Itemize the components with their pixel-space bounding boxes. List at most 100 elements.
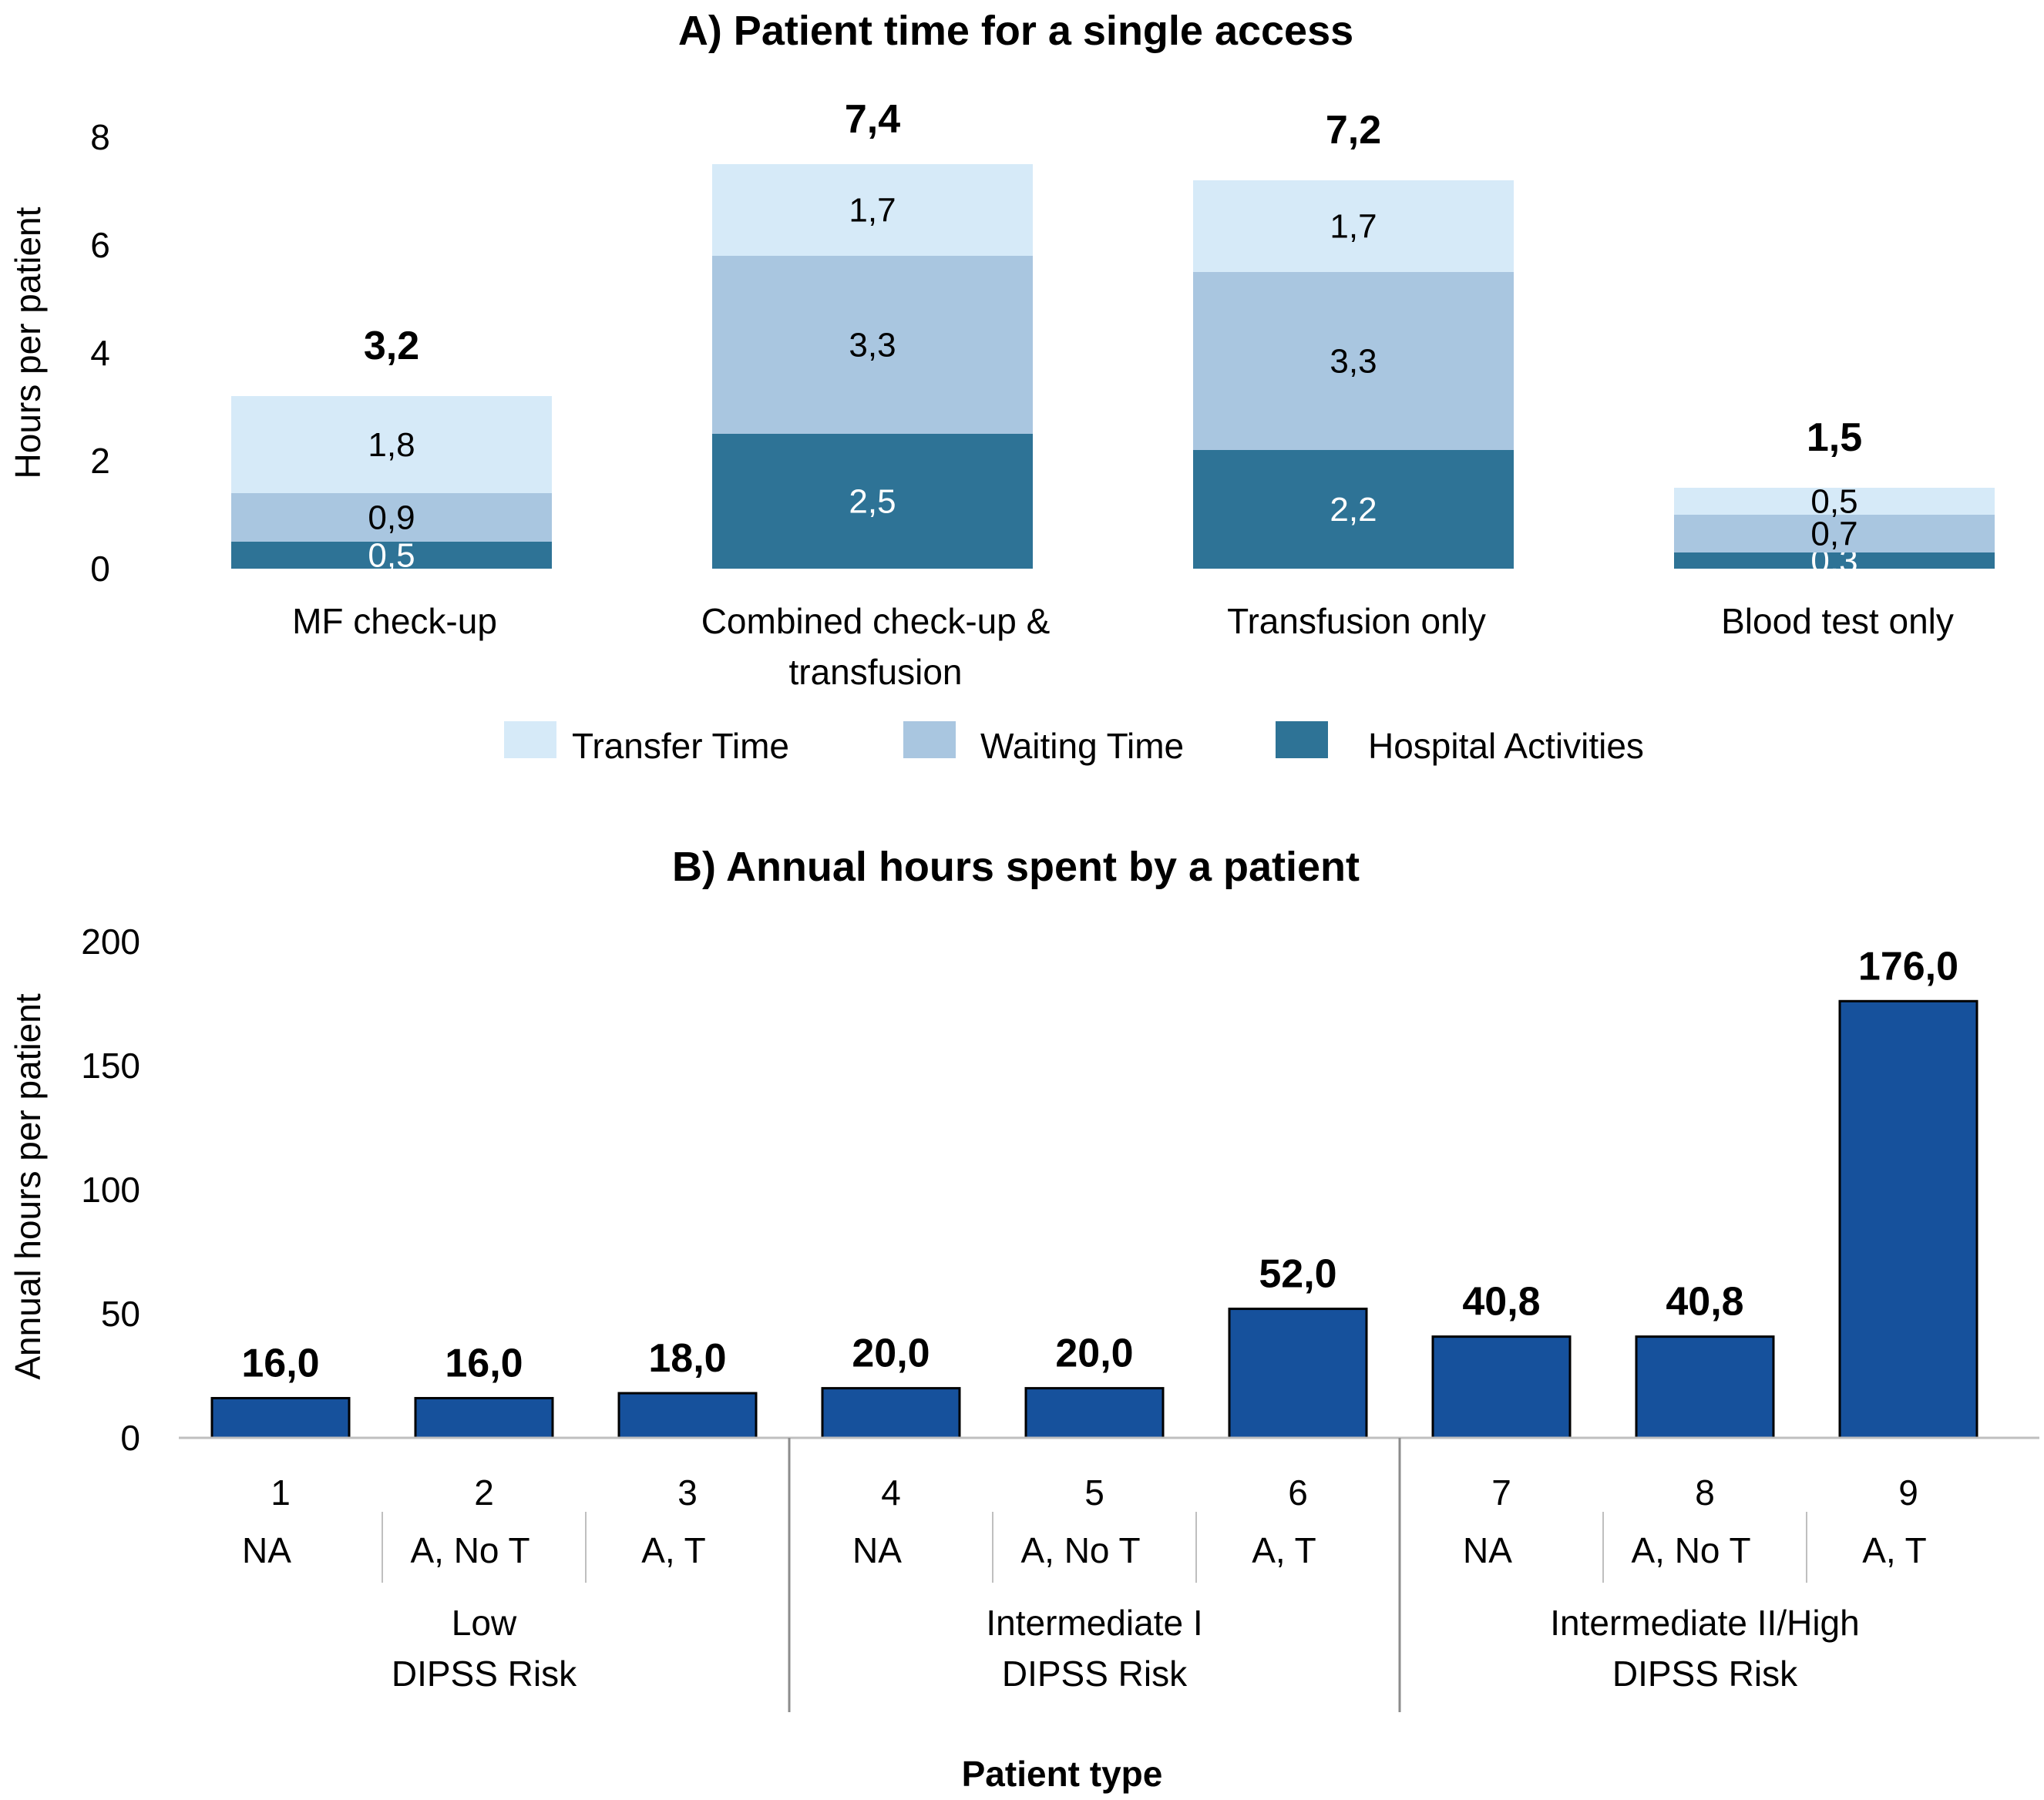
patient-subcategory-label: A, No T — [1631, 1530, 1750, 1570]
bar-value-label: 20,0 — [852, 1332, 930, 1376]
legend-label: Waiting Time — [980, 726, 1184, 766]
segment-value-label: 2,2 — [1330, 491, 1377, 529]
category-label: Blood test only — [1721, 601, 1954, 641]
risk-group-label: DIPSS Risk — [1612, 1654, 1798, 1694]
bar-value-label: 16,0 — [241, 1341, 319, 1385]
annual-bar — [210, 1396, 351, 1439]
panel-a-y-axis-title: Hours per patient — [8, 207, 48, 479]
patient-subcategory-label: A, T — [1252, 1530, 1316, 1570]
bar-segment — [1674, 515, 1995, 552]
category-label: MF check-up — [292, 601, 497, 641]
panel-b-x-axis-title: Patient type — [962, 1754, 1163, 1794]
segment-value-label: 0,5 — [368, 537, 415, 575]
bar-segment — [712, 256, 1033, 434]
risk-group-label: DIPSS Risk — [392, 1654, 577, 1694]
segment-value-label: 1,7 — [849, 192, 896, 230]
segment-value-label: 0,7 — [1810, 515, 1857, 553]
panel-a-bars: 0,50,91,83,22,53,31,77,42,23,31,77,20,30… — [231, 97, 1995, 580]
panel-b-y-axis-title: Annual hours per patient — [8, 993, 48, 1379]
bar-value-label: 40,8 — [1666, 1280, 1743, 1325]
bar-segment — [712, 434, 1033, 569]
patient-number-label: 2 — [474, 1473, 494, 1513]
annual-bar — [617, 1392, 758, 1439]
patient-subcategory-label: NA — [242, 1530, 291, 1570]
annual-bar — [1838, 999, 1978, 1439]
panel-b-title: B) Annual hours spent by a patient — [672, 844, 1360, 890]
bar-segment — [712, 164, 1033, 256]
bar-segment — [231, 493, 552, 542]
legend-label: Hospital Activities — [1368, 726, 1644, 766]
y-tick-label: 6 — [90, 225, 110, 265]
bar-value-label: 16,0 — [445, 1341, 523, 1385]
bar-segment — [1193, 272, 1514, 450]
y-tick-label: 2 — [90, 441, 110, 481]
patient-subcategory-label: A, T — [1862, 1530, 1927, 1570]
risk-group-label: Low — [452, 1603, 517, 1643]
panel-b-bars: 16,0 16,0 18,0 20,0 20,0 52,0 40,8 40,8 176,0 — [210, 944, 1978, 1439]
y-tick-label: 200 — [81, 922, 140, 962]
segment-value-label: 1,7 — [1330, 208, 1377, 246]
annual-bar — [1635, 1335, 1775, 1439]
patient-subcategory-label: NA — [852, 1530, 902, 1570]
category-label: transfusion — [788, 652, 962, 692]
bar-value-label: 40,8 — [1462, 1280, 1540, 1325]
y-tick-label: 100 — [81, 1170, 140, 1210]
segment-value-label: 1,8 — [368, 426, 415, 464]
patient-subcategory-label: NA — [1463, 1530, 1512, 1570]
bar-segment — [231, 396, 552, 493]
panel-b-y-ticks: 0 50 100 150 200 — [81, 922, 140, 1458]
legend-swatch — [903, 721, 956, 758]
segment-value-label: 0,5 — [1810, 483, 1857, 521]
annual-bar — [414, 1396, 554, 1439]
bar-segment — [1674, 552, 1995, 569]
bar-total-label: 1,5 — [1807, 415, 1862, 460]
bar-segment — [231, 542, 552, 569]
patient-subcategory-label: A, No T — [410, 1530, 529, 1570]
bar-total-label: 3,2 — [364, 324, 419, 368]
patient-subcategory-label: A, T — [641, 1530, 706, 1570]
segment-value-label: 2,5 — [849, 483, 896, 521]
y-tick-label: 150 — [81, 1046, 140, 1086]
patient-number-label: 6 — [1288, 1473, 1308, 1513]
patient-number-label: 8 — [1695, 1473, 1715, 1513]
patient-subcategory-label: A, No T — [1020, 1530, 1140, 1570]
panel-a-category-labels: MF check-up Combined check-up & transfusio… — [292, 601, 1954, 692]
category-label: Combined check-up & — [701, 601, 1051, 641]
bar-total-label: 7,2 — [1326, 108, 1381, 153]
y-tick-label: 4 — [90, 333, 110, 373]
risk-group-label: Intermediate I — [986, 1603, 1202, 1643]
patient-number-label: 5 — [1084, 1473, 1104, 1513]
panel-a-y-ticks: 0 2 4 6 8 — [90, 117, 110, 589]
legend-swatch — [504, 721, 556, 758]
y-tick-label: 0 — [120, 1418, 140, 1458]
annual-bar — [1024, 1387, 1165, 1439]
bar-value-label: 176,0 — [1858, 944, 1958, 989]
panel-a-chart: A) Patient time for a single access Hour… — [8, 8, 1995, 766]
panel-a-legend: Transfer Time Waiting Time Hospital Activi… — [504, 721, 1644, 766]
patient-number-label: 7 — [1491, 1473, 1511, 1513]
risk-group-label: Intermediate II/High — [1550, 1603, 1859, 1643]
patient-number-label: 4 — [881, 1473, 901, 1513]
bar-segment — [1193, 450, 1514, 569]
bar-segment — [1193, 180, 1514, 272]
panel-b-x-axis: 1 NA 2 A, No T 3 A, T 4 NA 5 A, No T 6 A, T 7 NA 8 A, N… — [179, 1436, 2039, 1712]
segment-value-label: 3,3 — [849, 327, 896, 364]
risk-group-label: DIPSS Risk — [1002, 1654, 1188, 1694]
y-tick-label: 0 — [90, 549, 110, 589]
legend-label: Transfer Time — [572, 726, 789, 766]
bar-value-label: 20,0 — [1055, 1332, 1133, 1376]
annual-bar — [1228, 1308, 1368, 1439]
bar-value-label: 18,0 — [648, 1336, 726, 1381]
annual-bar — [821, 1387, 961, 1439]
panel-a-title: A) Patient time for a single access — [678, 8, 1353, 54]
y-tick-label: 50 — [101, 1294, 140, 1334]
segment-value-label: 0,9 — [368, 499, 415, 537]
legend-swatch — [1276, 721, 1328, 758]
patient-number-label: 3 — [677, 1473, 698, 1513]
patient-number-label: 1 — [271, 1473, 291, 1513]
y-tick-label: 8 — [90, 117, 110, 157]
bar-total-label: 7,4 — [845, 97, 900, 142]
annual-bar — [1431, 1335, 1572, 1439]
category-label: Transfusion only — [1227, 601, 1486, 641]
